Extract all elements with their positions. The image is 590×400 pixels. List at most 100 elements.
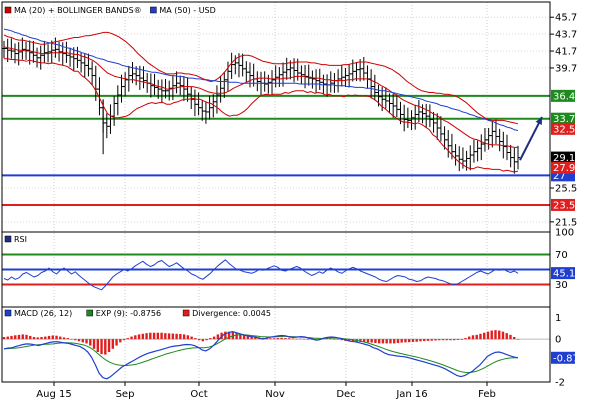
divergence-bar <box>239 333 242 340</box>
ohlc-bar <box>233 55 238 75</box>
divergence-bar <box>366 339 370 343</box>
ohlc-bar <box>5 38 10 63</box>
ohlc-bar <box>115 85 120 116</box>
divergence-bar <box>62 337 66 340</box>
macd-value-tag-bg <box>551 351 575 364</box>
divergence-bar <box>36 337 39 340</box>
divergence-bar <box>227 331 231 340</box>
level-tag-36.4: 36.4 <box>553 91 575 102</box>
divergence-bar <box>445 339 448 341</box>
macd-legend-label: Divergence: 0.0045 <box>192 309 271 318</box>
divergence-bar <box>501 331 505 340</box>
rsi-y-tick-label: 100 <box>555 228 574 239</box>
ohlc-bar <box>178 75 183 96</box>
divergence-bar <box>404 339 407 343</box>
ohlc-bar <box>493 119 498 145</box>
price-legend-swatch <box>150 6 157 14</box>
ohlc-bar <box>266 74 271 94</box>
divergence-bar <box>453 339 456 341</box>
divergence-bar <box>332 339 336 340</box>
x-tick-label: Sep <box>116 389 135 400</box>
ohlc-bar <box>200 100 205 121</box>
horizontal-levels <box>2 94 550 340</box>
ohlc-bar <box>413 104 418 130</box>
ohlc-bar <box>273 65 278 88</box>
price-y-tick-label: 39.7 <box>555 63 577 74</box>
rsi-value-tag-bg <box>551 267 575 280</box>
divergence-bar <box>325 338 328 340</box>
ohlc-bar <box>214 85 219 114</box>
divergence-bar <box>59 336 62 340</box>
price-y-tick-label: 45.7 <box>555 13 577 24</box>
ohlc-bar <box>71 47 76 71</box>
divergence-bar <box>340 339 343 341</box>
ohlc-bar <box>167 80 172 101</box>
ohlc-bar <box>134 66 139 86</box>
ohlc-bar <box>93 65 98 101</box>
ohlc-bar <box>468 145 473 171</box>
divergence-bar <box>423 339 426 342</box>
forecast-arrow-head <box>535 117 542 125</box>
value-tag-27.9: 27.9 <box>553 163 575 174</box>
ohlc-bar <box>20 37 25 60</box>
ohlc-bar <box>339 65 344 87</box>
divergence-bar <box>483 332 486 340</box>
ohlc-bar <box>38 45 43 70</box>
divergence-bar <box>51 335 54 340</box>
ohlc-bar <box>185 77 190 102</box>
ohlc-bar <box>222 72 227 98</box>
divergence-bar <box>149 332 152 340</box>
ohlc-bar <box>156 79 161 99</box>
price-y-tick-label: 43.7 <box>555 30 577 41</box>
ohlc-bar <box>229 52 234 79</box>
level-tag-27: 27 <box>553 171 566 182</box>
divergence-bar <box>449 339 452 341</box>
divergence-bar <box>209 338 212 340</box>
ohlc-bar <box>372 74 377 101</box>
ohlc-bar <box>479 134 484 161</box>
divergence-bar <box>269 338 272 340</box>
value-tag-32.5-bg <box>551 122 575 135</box>
level-tag-23.5-bg <box>551 198 575 211</box>
divergence-bar <box>89 339 92 346</box>
divergence-bar <box>479 333 482 340</box>
ohlc-bar <box>321 74 326 94</box>
divergence-bar <box>381 339 385 344</box>
divergence-bar <box>272 338 276 340</box>
divergence-bar <box>254 337 257 340</box>
divergence-bar <box>197 339 201 341</box>
divergence-bar <box>29 335 32 340</box>
ohlc-bar <box>244 61 249 82</box>
ohlc-bar <box>203 101 208 124</box>
ohlc-bar <box>361 56 366 81</box>
ohlc-bar <box>409 110 414 131</box>
ma20-line <box>3 46 518 148</box>
ohlc-bar <box>471 139 476 163</box>
divergence-bar <box>284 338 287 340</box>
value-tag-29.1: 29.1 <box>553 153 575 164</box>
ohlc-bar <box>314 69 319 93</box>
ohlc-bar <box>196 92 201 116</box>
x-tick-label: Oct <box>190 389 207 400</box>
price-y-tick-label: 41.7 <box>555 47 577 58</box>
x-tick-label: Jan 16 <box>395 389 427 400</box>
ohlc-bar <box>306 64 311 86</box>
divergence-bar <box>299 338 302 340</box>
price-y-tick-label: 21.5 <box>555 217 577 228</box>
divergence-bar <box>396 339 400 343</box>
macd-legend-swatch <box>86 309 93 317</box>
ohlc-bar <box>457 146 462 172</box>
divergence-bar <box>212 336 216 340</box>
ohlc-bar <box>16 42 21 66</box>
divergence-bar <box>359 339 362 342</box>
divergence-bar <box>280 337 283 340</box>
divergence-bar <box>336 339 340 340</box>
divergence-bar <box>494 330 497 340</box>
divergence-bar <box>14 335 17 340</box>
ohlc-bar <box>270 70 275 95</box>
divergence-bar <box>430 339 433 341</box>
ohlc-bar <box>152 73 157 96</box>
ohlc-bar <box>310 70 315 89</box>
divergence-bar <box>96 339 99 352</box>
